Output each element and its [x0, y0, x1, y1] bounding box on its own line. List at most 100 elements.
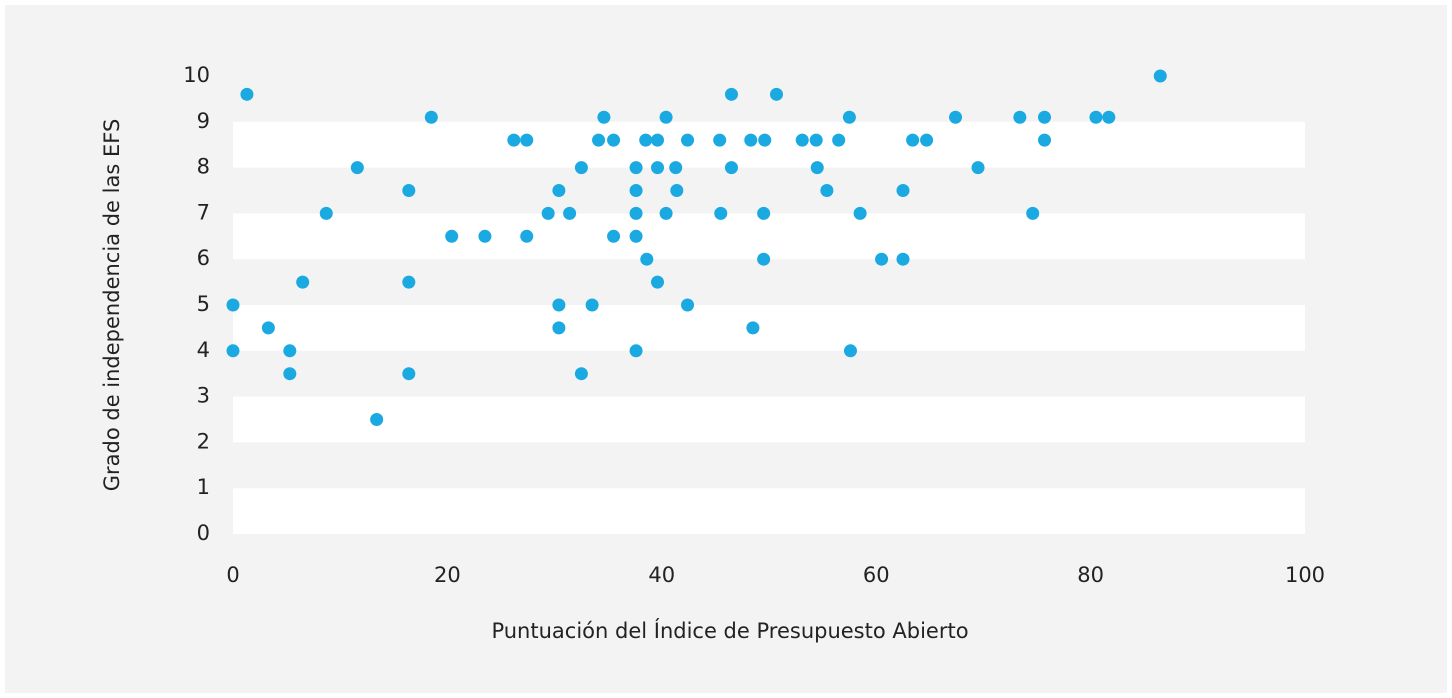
point [875, 252, 889, 266]
point [629, 344, 643, 358]
point [1153, 69, 1167, 83]
point [445, 229, 459, 243]
point [574, 161, 588, 175]
point [810, 161, 824, 175]
point [402, 367, 416, 381]
point [1038, 110, 1052, 124]
point [809, 133, 823, 147]
point [283, 367, 297, 381]
x-tick-label: 20 [434, 563, 461, 587]
point [651, 161, 665, 175]
point [746, 321, 760, 335]
point [402, 275, 416, 289]
point [1089, 110, 1103, 124]
y-tick-label: 10 [183, 63, 210, 87]
point [592, 133, 606, 147]
point [744, 133, 758, 147]
point [629, 161, 643, 175]
point [370, 413, 384, 426]
point [853, 206, 867, 220]
grid-band [233, 396, 1305, 443]
grid-band [233, 305, 1305, 351]
point [507, 133, 521, 147]
point [757, 252, 771, 266]
point [639, 133, 653, 147]
x-tick-label: 0 [226, 563, 239, 587]
point [552, 321, 566, 335]
point [226, 344, 240, 358]
point [541, 206, 555, 220]
x-tick-label: 60 [863, 563, 890, 587]
y-tick-label: 7 [197, 200, 210, 224]
point [574, 367, 588, 381]
point [949, 110, 963, 124]
point [896, 184, 910, 197]
grid-band [233, 488, 1305, 534]
point [563, 206, 577, 220]
y-tick-label: 2 [197, 429, 210, 453]
point [629, 206, 643, 220]
point [714, 206, 728, 220]
point [670, 184, 684, 197]
y-axis-title: Grado de independencia de las EFS [100, 119, 124, 492]
point [240, 87, 254, 101]
point [283, 344, 297, 358]
point [629, 229, 643, 243]
x-tick-label: 40 [648, 563, 675, 587]
point [724, 161, 738, 175]
point [651, 133, 665, 147]
point [795, 133, 809, 147]
y-tick-label: 8 [197, 155, 210, 179]
point [319, 206, 333, 220]
point [842, 110, 856, 124]
point [758, 133, 772, 147]
point [659, 110, 673, 124]
point [724, 87, 738, 101]
point [296, 275, 310, 289]
y-tick-label: 3 [197, 384, 210, 408]
point [607, 229, 621, 243]
point [552, 184, 566, 197]
point [520, 229, 534, 243]
y-tick-label: 4 [197, 338, 210, 362]
point [478, 229, 492, 243]
x-axis-title: Puntuación del Índice de Presupuesto Abi… [491, 618, 968, 643]
point [552, 298, 566, 312]
point [757, 206, 771, 220]
point [520, 133, 534, 147]
y-tick-label: 5 [197, 292, 210, 316]
point [906, 133, 920, 147]
grid-band [233, 213, 1305, 260]
point [669, 161, 683, 175]
point [640, 252, 654, 266]
point [659, 206, 673, 220]
point [226, 298, 240, 312]
point [597, 110, 611, 124]
point [896, 252, 910, 266]
point [402, 184, 416, 197]
point [1013, 110, 1027, 124]
point [350, 161, 364, 175]
y-tick-label: 6 [197, 246, 210, 270]
point [629, 184, 643, 197]
y-tick-label: 9 [197, 109, 210, 133]
x-tick-label: 100 [1285, 563, 1325, 587]
point [607, 133, 621, 147]
point [820, 184, 834, 197]
point [971, 161, 985, 175]
point [843, 344, 857, 358]
y-tick-label: 0 [197, 521, 210, 545]
point [770, 87, 784, 101]
point [1026, 206, 1040, 220]
point [651, 275, 665, 289]
point [261, 321, 275, 335]
point [832, 133, 846, 147]
y-tick-label: 1 [197, 475, 210, 499]
point [585, 298, 599, 312]
point [920, 133, 934, 147]
point [1038, 133, 1052, 147]
point [424, 110, 438, 124]
point [681, 133, 695, 147]
point [1102, 110, 1116, 124]
x-tick-label: 80 [1077, 563, 1104, 587]
